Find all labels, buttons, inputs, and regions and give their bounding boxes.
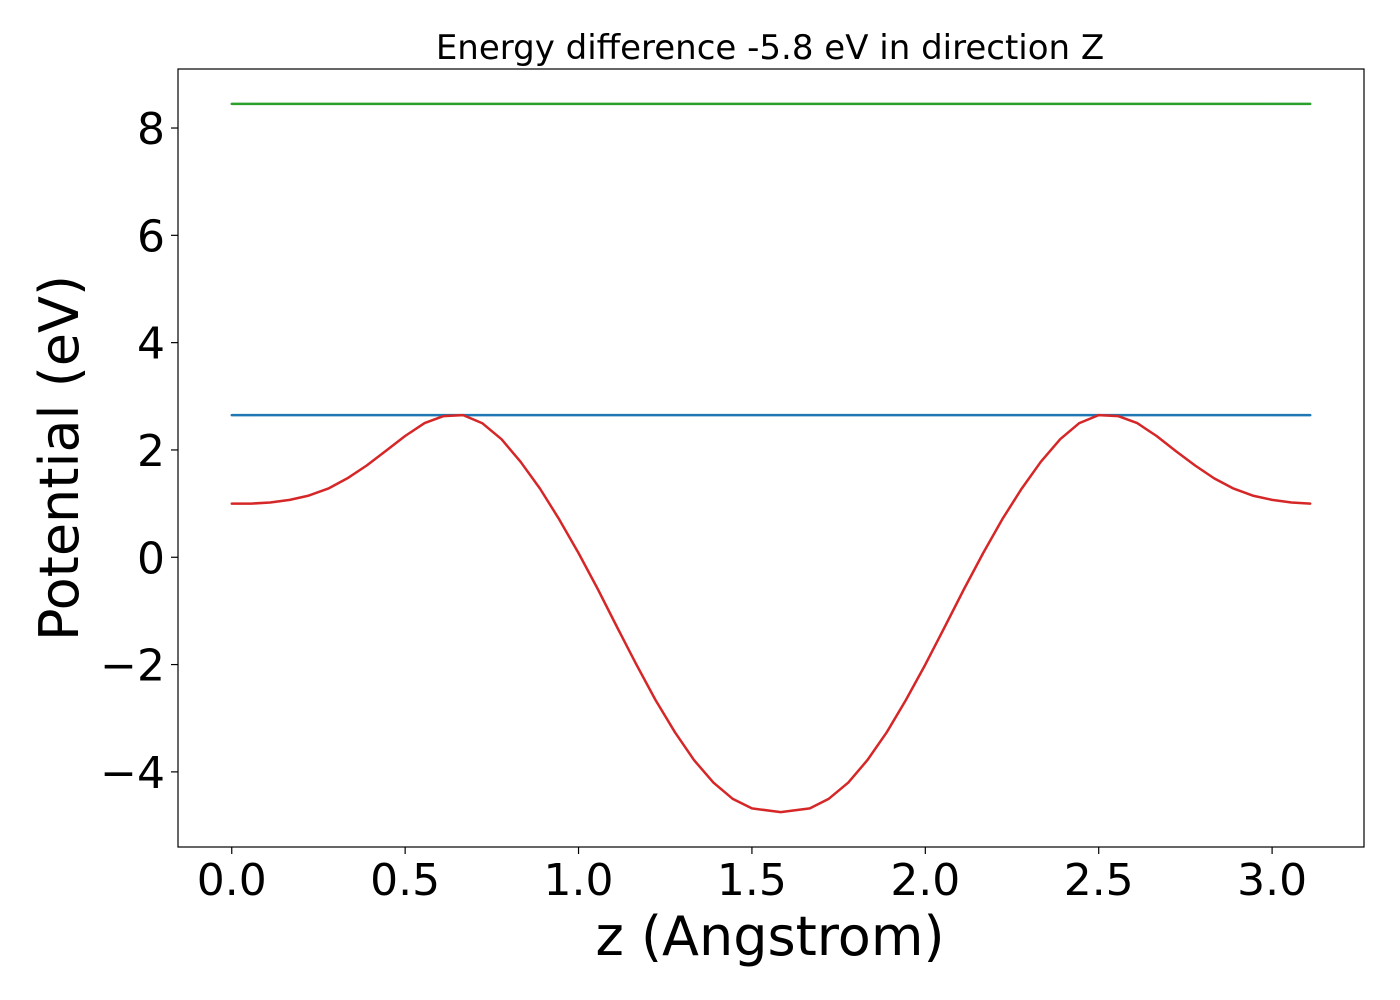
plot-frame [177, 68, 1365, 848]
y-tick-label: −2 [100, 641, 165, 692]
x-tick-label: 1.0 [544, 855, 614, 906]
chart-title: Energy difference -5.8 eV in direction Z [436, 28, 1104, 68]
y-tick-label: 4 [137, 319, 165, 370]
y-tick-label: −4 [100, 748, 165, 799]
y-tick-label: 2 [137, 426, 165, 477]
x-tick-label: 2.0 [890, 855, 960, 906]
x-axis-label: z (Angstrom) [595, 905, 944, 968]
series-line-3 [230, 413, 1312, 814]
y-tick-label: 6 [137, 211, 165, 262]
x-axis: 0.0 0.5 1.0 1.5 2.0 2.5 3.0 [197, 847, 1307, 906]
y-axis-label: Potential (eV) [28, 275, 91, 641]
y-tick-label: 8 [137, 104, 165, 155]
x-tick-label: 1.5 [717, 855, 787, 906]
x-tick-label: 3.0 [1237, 855, 1307, 906]
y-axis: −4 −2 0 2 4 6 8 [100, 104, 178, 799]
x-tick-label: 2.5 [1064, 855, 1134, 906]
y-tick-label: 0 [137, 533, 165, 584]
series-layer [230, 102, 1312, 814]
x-tick-label: 0.5 [370, 855, 440, 906]
x-tick-label: 0.0 [197, 855, 267, 906]
